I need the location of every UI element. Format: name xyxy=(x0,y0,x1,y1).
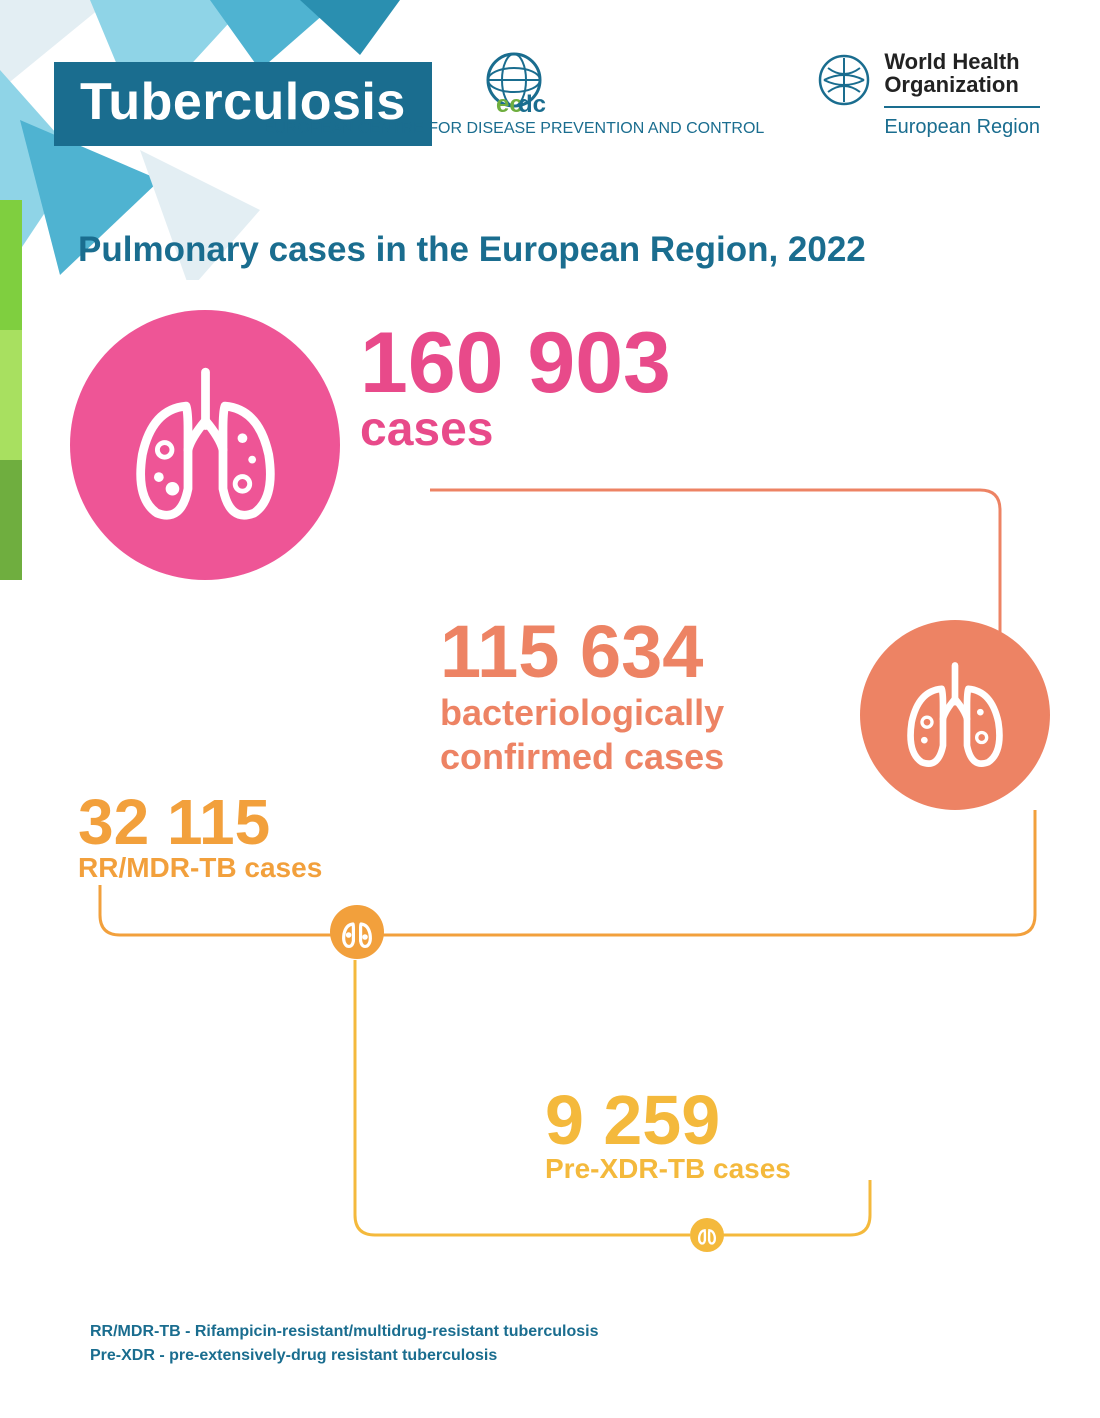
stat-confirmed-label1: bacteriologically xyxy=(440,693,724,733)
stat-prexdr-label: Pre-XDR-TB cases xyxy=(545,1155,791,1183)
footnote-line1: RR/MDR-TB - Rifampicin-resistant/multidr… xyxy=(90,1320,599,1344)
left-green-strip xyxy=(0,200,22,580)
lungs-icon xyxy=(696,1225,718,1245)
page-subtitle: Pulmonary cases in the European Region, … xyxy=(78,230,866,270)
stat-total: 160 903 cases xyxy=(360,320,671,454)
prexdr-tiny-circle xyxy=(690,1218,724,1252)
stat-confirmed: 115 634 bacteriologically confirmed case… xyxy=(440,615,724,776)
stat-confirmed-value: 115 634 xyxy=(440,615,724,689)
stat-total-label: cases xyxy=(360,406,671,454)
who-emblem-icon xyxy=(814,50,874,110)
who-logo: World Health Organization European Regio… xyxy=(814,50,1040,139)
stat-rrmdr: 32 115 RR/MDR-TB cases xyxy=(78,790,322,882)
ecdc-logo: ec dc EUROPEAN CENTRE FOR DISEASE PREVEN… xyxy=(264,50,765,138)
stat-prexdr-value: 9 259 xyxy=(545,1085,791,1155)
stat-prexdr: 9 259 Pre-XDR-TB cases xyxy=(545,1085,791,1183)
lungs-icon xyxy=(895,658,1015,773)
stat-rrmdr-value: 32 115 xyxy=(78,790,322,854)
lungs-icon xyxy=(339,915,375,949)
who-region: European Region xyxy=(884,106,1040,139)
who-title-line1: World Health xyxy=(884,50,1040,73)
footnotes: RR/MDR-TB - Rifampicin-resistant/multidr… xyxy=(90,1320,599,1368)
lungs-icon xyxy=(118,360,293,530)
ecdc-subtext: EUROPEAN CENTRE FOR DISEASE PREVENTION A… xyxy=(264,120,765,138)
confirmed-cases-circle xyxy=(860,620,1050,810)
stat-total-value: 160 903 xyxy=(360,320,671,406)
logos-row: ec dc EUROPEAN CENTRE FOR DISEASE PREVEN… xyxy=(264,50,1040,139)
stat-rrmdr-label: RR/MDR-TB cases xyxy=(78,854,322,882)
total-cases-circle xyxy=(70,310,340,580)
svg-text:dc: dc xyxy=(518,91,546,118)
footnote-line2: Pre-XDR - pre-extensively-drug resistant… xyxy=(90,1344,599,1368)
stat-confirmed-label2: confirmed cases xyxy=(440,737,724,777)
rrmdr-small-circle xyxy=(330,905,384,959)
who-title-line2: Organization xyxy=(884,73,1040,96)
